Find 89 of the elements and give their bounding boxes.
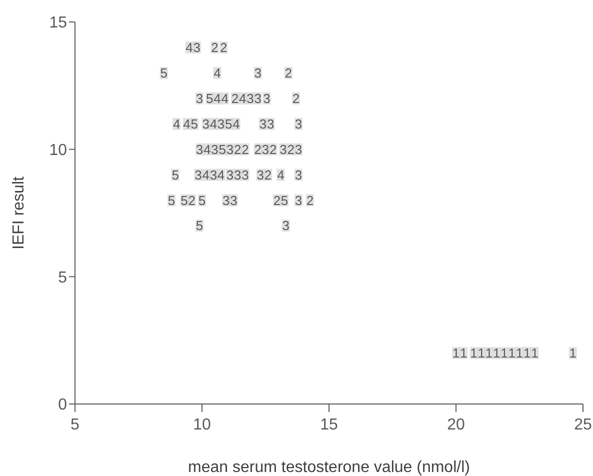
text: 3 — [242, 167, 249, 182]
text: 4 — [214, 65, 221, 80]
text: 4 — [217, 167, 225, 182]
text: 2 — [188, 192, 196, 208]
text: 3 — [282, 218, 290, 234]
text: 3 — [194, 167, 202, 182]
x-tick-label: 10 — [193, 416, 211, 434]
series-label: 2 — [234, 142, 242, 157]
text: 3 — [254, 65, 262, 80]
text: 5 — [196, 218, 204, 234]
x-axis-title: mean serum testosterone value (nmol/l) — [188, 459, 470, 476]
text: 2 — [284, 65, 292, 80]
y-axis-title: IEFI result — [10, 176, 28, 250]
text: 3 — [193, 40, 201, 55]
series-label: 5 — [160, 65, 168, 80]
text: 1 — [569, 346, 576, 361]
y-tick-label: 15 — [49, 14, 68, 32]
text: 2 — [242, 142, 249, 157]
text: 5 — [225, 116, 232, 132]
y-tick-label: 10 — [49, 142, 68, 160]
text: 4 — [239, 90, 246, 106]
text: 2 — [287, 142, 295, 157]
text: 2 — [231, 90, 239, 106]
text: 4 — [214, 90, 221, 106]
x-tick-label: 20 — [447, 416, 465, 434]
text: 4 — [202, 167, 210, 182]
text: 3 — [256, 167, 264, 182]
text: 1 — [470, 346, 478, 361]
text: 3 — [226, 167, 234, 182]
text: 3 — [202, 116, 210, 132]
text: 2 — [273, 192, 281, 208]
text: 3 — [196, 90, 204, 106]
text: 3 — [259, 116, 267, 132]
text: 1 — [478, 346, 486, 361]
text: 1 — [493, 346, 500, 361]
text: 2 — [211, 40, 218, 55]
text: 3 — [196, 142, 204, 157]
text: 1 — [524, 346, 531, 361]
text: 1 — [508, 346, 516, 361]
text: 2 — [264, 167, 272, 182]
text: 3 — [210, 167, 218, 182]
text: 1 — [500, 346, 508, 361]
text: 2 — [306, 192, 314, 208]
text: 4 — [172, 116, 180, 132]
text: 3 — [217, 116, 225, 132]
text: 5 — [172, 167, 179, 182]
text: 2 — [254, 142, 262, 157]
text: 5 — [206, 90, 214, 106]
text: 1 — [516, 346, 524, 361]
text: 5 — [218, 142, 226, 157]
text: 5 — [168, 192, 176, 208]
series-label: 3 — [246, 90, 254, 106]
text: 4 — [210, 116, 218, 132]
text: 3 — [211, 142, 218, 157]
text: 3 — [263, 90, 270, 106]
y-tick-label: 0 — [58, 396, 68, 414]
text: 3 — [294, 142, 302, 157]
text: 3 — [262, 142, 270, 157]
text: 4 — [203, 142, 211, 157]
y-tick-label: 5 — [58, 269, 68, 286]
text: 1 — [531, 346, 538, 361]
text: 3 — [226, 142, 234, 157]
text: 2 — [292, 90, 300, 106]
x-tick-label: 25 — [574, 416, 592, 434]
series-label: 4 — [221, 90, 228, 106]
x-tick-label: 5 — [70, 416, 80, 434]
text: 1 — [485, 346, 493, 361]
x-tick-label: 15 — [320, 416, 338, 434]
text: 3 — [266, 116, 274, 132]
text: 4 — [183, 116, 190, 132]
text: 5 — [180, 192, 188, 208]
text: 4 — [232, 116, 240, 132]
text: 5 — [198, 192, 206, 208]
text: 5 — [190, 116, 198, 132]
text: 2 — [220, 40, 228, 55]
text: 3 — [280, 142, 287, 157]
text: 3 — [222, 192, 230, 208]
text: 4 — [186, 40, 193, 55]
text: 3 — [254, 90, 262, 106]
series-label: 1 — [452, 346, 460, 361]
text: 3 — [230, 192, 238, 208]
text: 3 — [294, 116, 302, 132]
text: 3 — [294, 192, 302, 208]
text: 4 — [277, 167, 284, 182]
text: 5 — [280, 192, 288, 208]
text: 3 — [234, 167, 242, 182]
text: 1 — [460, 346, 468, 361]
text: 2 — [270, 142, 277, 157]
text: 3 — [294, 167, 302, 182]
